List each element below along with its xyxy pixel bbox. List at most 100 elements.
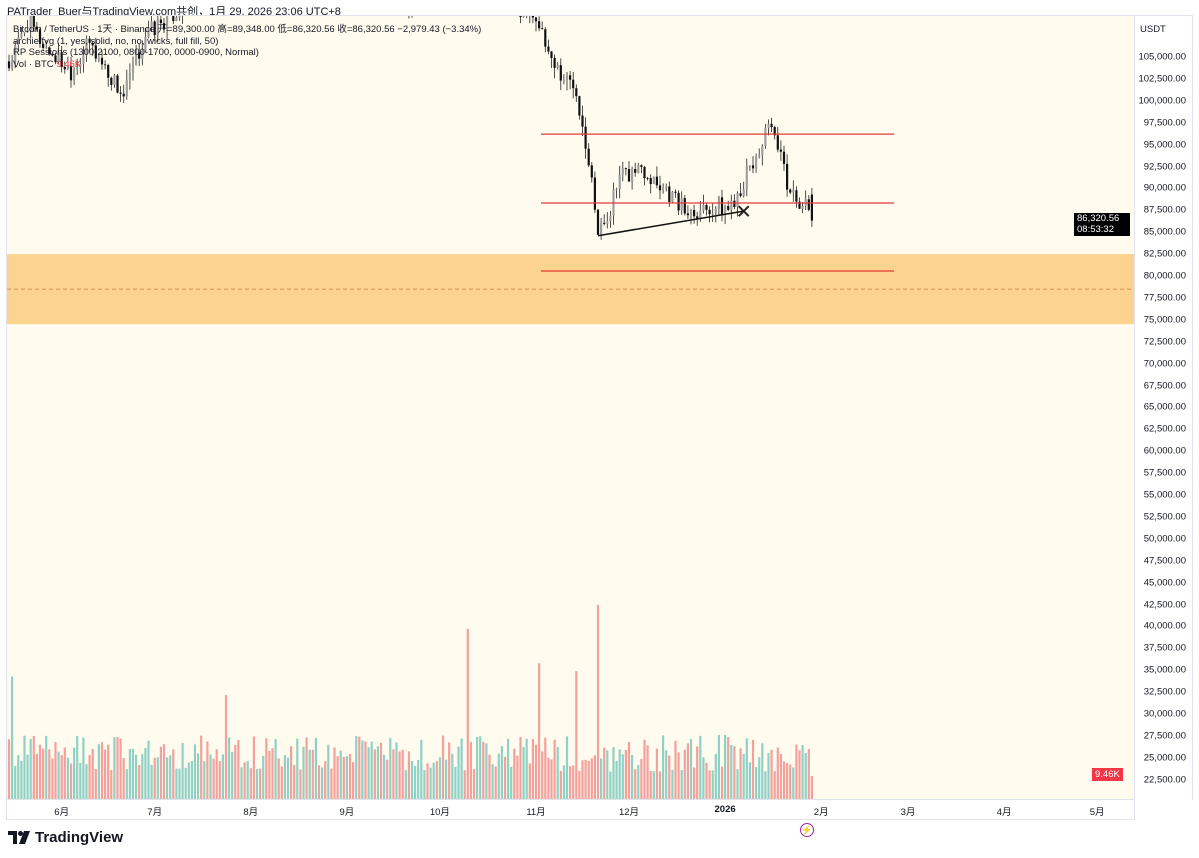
time-label: 3月 <box>900 807 916 818</box>
volume-bar <box>507 738 510 799</box>
sessions-indicator-legend[interactable]: RP Sessions (1300-2100, 0800-1700, 0000-… <box>13 47 259 58</box>
candle <box>708 209 711 215</box>
volume-bar <box>643 739 646 799</box>
candle <box>175 17 178 21</box>
volume-bar <box>637 764 640 799</box>
time-label: 4月 <box>996 807 1012 818</box>
volume-bar <box>265 738 268 799</box>
volume-bar <box>445 759 448 799</box>
candle <box>119 92 122 94</box>
candle <box>76 66 79 70</box>
volume-bar <box>379 742 383 799</box>
candle <box>755 156 758 169</box>
volume-bar <box>339 750 342 799</box>
price-label: 97,500.00 <box>1143 117 1186 129</box>
candle <box>668 186 671 202</box>
candle <box>82 55 85 64</box>
price-axis[interactable]: USDT 105,000.00 102,500.00 100,000.00 97,50… <box>1135 15 1193 800</box>
candle <box>85 38 88 56</box>
candle <box>649 178 652 185</box>
volume-bar <box>401 749 404 799</box>
candle <box>141 50 144 59</box>
volume-bar <box>224 695 228 799</box>
volume-bar <box>259 768 262 799</box>
volume-bar <box>662 735 665 799</box>
candle <box>11 61 14 69</box>
candle <box>702 204 705 211</box>
currency-label[interactable]: USDT <box>1140 24 1166 35</box>
price-label: 62,500.00 <box>1143 423 1186 435</box>
volume-bar <box>17 755 20 799</box>
candle <box>792 190 795 193</box>
chart-canvas[interactable] <box>7 16 1135 800</box>
price-label: 82,500.00 <box>1143 248 1186 260</box>
candle <box>680 198 683 211</box>
volume-bar <box>562 765 565 799</box>
volume-bar <box>231 752 234 799</box>
volume-bar <box>262 755 265 799</box>
candle <box>91 42 94 46</box>
volume-bar <box>668 755 671 799</box>
volume-bar <box>181 742 184 799</box>
volume-bar <box>782 761 786 799</box>
volume-bar <box>100 742 104 799</box>
time-axis[interactable]: 6月 7月 8月 9月 10月 11月 12月 2026 2月 3月 4月 5月 <box>6 800 1135 820</box>
volume-bar <box>606 750 609 799</box>
candle <box>54 55 57 63</box>
volume-bar <box>441 735 445 799</box>
candle <box>748 165 751 167</box>
candle <box>782 151 786 164</box>
candle <box>35 26 38 30</box>
lightning-icon[interactable]: ⚡ <box>800 823 814 837</box>
candle <box>677 192 680 211</box>
volume-bar <box>720 766 724 799</box>
candle <box>66 65 69 70</box>
volume-bar <box>159 746 162 799</box>
price-label: 92,500.00 <box>1143 161 1186 172</box>
volume-bar <box>376 746 379 799</box>
volume-bar <box>525 738 528 799</box>
candle <box>745 166 748 190</box>
last-price: 86,320.56 <box>1077 213 1120 224</box>
volume-bar <box>804 753 807 799</box>
candle <box>711 213 714 215</box>
volume-bar <box>135 754 138 799</box>
chart-pane[interactable]: Bitcoin / TetherUS · 1天 · Binance 开=89,3… <box>6 15 1135 800</box>
candle <box>32 16 35 27</box>
candle <box>63 66 66 70</box>
volume-bar <box>472 769 476 799</box>
volume-bar <box>169 755 172 799</box>
volume-bar <box>758 757 761 799</box>
symbol-legend[interactable]: Bitcoin / TetherUS · 1天 · Binance 开=89,3… <box>13 24 482 35</box>
volume-legend[interactable]: Vol · BTC 9.46K <box>13 58 82 70</box>
volume-bar <box>773 771 776 799</box>
volume-bar <box>7 739 11 799</box>
volume-bar <box>699 735 702 799</box>
time-label: 11月 <box>526 807 546 818</box>
candle <box>593 177 596 210</box>
fvg-indicator-legend[interactable]: archie/fvg (1, yes, solid, no, no, wicks… <box>13 35 219 47</box>
candle <box>764 127 767 147</box>
volume-bar <box>23 735 26 799</box>
volume-bar <box>324 761 327 799</box>
volume-bar <box>603 747 606 799</box>
price-label: 72,500.00 <box>1143 336 1186 348</box>
price-label: 55,000.00 <box>1143 489 1186 501</box>
volume-bar <box>218 760 221 799</box>
bar-countdown: 08:53:32 <box>1077 223 1114 235</box>
volume-bar <box>193 744 197 799</box>
candle <box>14 45 17 62</box>
candle <box>73 69 76 81</box>
volume-bar <box>420 739 423 799</box>
price-label: 100,000.00 <box>1138 95 1186 107</box>
candle <box>584 126 587 149</box>
volume-bar <box>76 735 79 799</box>
volume-bar <box>57 751 60 799</box>
volume-bar <box>491 764 494 799</box>
volume-bar <box>693 767 696 799</box>
volume-bar <box>386 759 389 799</box>
volume-bar <box>429 767 432 799</box>
candle <box>45 47 48 49</box>
volume-bar <box>705 762 708 799</box>
price-label: 35,000.00 <box>1143 664 1186 676</box>
